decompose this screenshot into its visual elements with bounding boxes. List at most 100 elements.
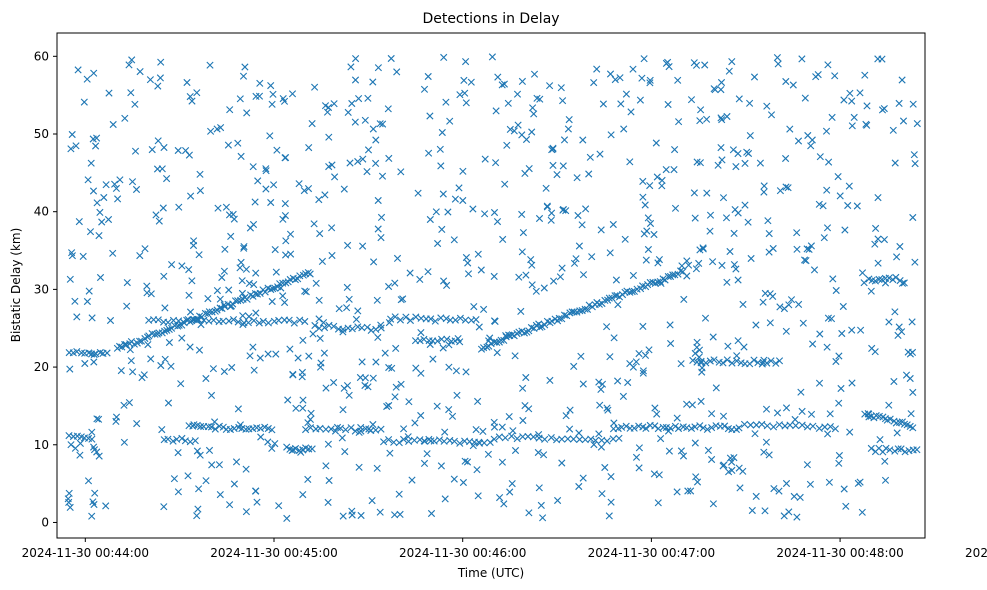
detection-point bbox=[642, 256, 650, 264]
detection-point bbox=[90, 500, 98, 509]
detection-point bbox=[242, 265, 250, 273]
detection-point bbox=[640, 55, 648, 63]
detection-point bbox=[832, 357, 840, 366]
detection-point bbox=[776, 303, 784, 311]
detection-point bbox=[500, 80, 508, 88]
detection-point bbox=[717, 114, 725, 122]
detection-point bbox=[102, 181, 110, 189]
detection-point bbox=[192, 316, 200, 324]
detection-point bbox=[728, 466, 736, 474]
detection-point bbox=[646, 79, 654, 87]
detection-point bbox=[626, 360, 634, 368]
detection-point bbox=[264, 350, 272, 358]
detection-point bbox=[92, 350, 100, 358]
detection-point bbox=[215, 461, 223, 469]
detection-point bbox=[846, 89, 854, 97]
detection-point bbox=[459, 196, 467, 205]
detection-point bbox=[508, 432, 516, 440]
detection-point bbox=[294, 354, 302, 362]
detection-point bbox=[775, 487, 783, 495]
detection-point bbox=[890, 377, 898, 386]
detection-point bbox=[835, 352, 843, 360]
detection-point bbox=[252, 487, 260, 495]
detection-point bbox=[871, 240, 879, 248]
detection-point bbox=[363, 323, 371, 331]
detection-point bbox=[209, 365, 217, 373]
detection-point bbox=[452, 367, 460, 375]
detection-point bbox=[913, 446, 921, 454]
detection-point bbox=[734, 337, 742, 345]
detection-point bbox=[90, 350, 98, 359]
detection-point bbox=[368, 497, 376, 505]
detection-point bbox=[558, 315, 566, 323]
detection-point bbox=[518, 248, 526, 256]
detection-point bbox=[250, 366, 258, 374]
detection-point bbox=[629, 271, 637, 280]
detection-point bbox=[899, 117, 908, 125]
detection-point bbox=[165, 338, 173, 347]
detection-point bbox=[279, 279, 287, 287]
detection-point bbox=[679, 452, 688, 460]
detection-point bbox=[834, 173, 842, 181]
detection-point bbox=[387, 54, 395, 63]
detection-point bbox=[361, 116, 369, 124]
detection-point bbox=[184, 472, 192, 480]
detection-point bbox=[420, 459, 429, 467]
detection-point bbox=[485, 337, 493, 345]
detection-point bbox=[281, 200, 289, 208]
detection-point bbox=[96, 208, 104, 216]
detection-point bbox=[433, 402, 441, 410]
detection-point bbox=[530, 70, 539, 78]
detection-point bbox=[863, 102, 871, 110]
detection-point bbox=[475, 438, 483, 446]
detection-point bbox=[824, 314, 832, 322]
detection-point bbox=[216, 295, 224, 303]
detection-point bbox=[250, 317, 258, 325]
detection-point bbox=[503, 141, 511, 149]
detection-point bbox=[370, 258, 378, 266]
detection-point bbox=[131, 147, 140, 155]
detection-point bbox=[279, 215, 287, 223]
detection-point bbox=[299, 336, 307, 344]
detection-point bbox=[64, 495, 72, 503]
detection-point bbox=[728, 58, 736, 66]
detection-point bbox=[475, 323, 483, 331]
detection-point bbox=[606, 70, 615, 78]
detection-point bbox=[178, 434, 186, 442]
detection-point bbox=[709, 258, 717, 266]
detection-point bbox=[881, 476, 890, 484]
detection-point bbox=[249, 163, 257, 171]
detection-point bbox=[767, 111, 776, 119]
detection-point bbox=[352, 55, 360, 63]
detection-point bbox=[479, 427, 487, 435]
detection-point bbox=[481, 210, 489, 218]
detection-point bbox=[195, 251, 203, 259]
detection-point bbox=[347, 63, 355, 71]
detection-point bbox=[717, 86, 725, 94]
detection-point bbox=[123, 302, 131, 310]
detection-point bbox=[367, 326, 375, 334]
detection-point bbox=[826, 410, 834, 418]
detection-point bbox=[630, 424, 638, 432]
detection-point bbox=[76, 439, 84, 447]
detection-point bbox=[488, 53, 496, 61]
detection-point bbox=[559, 162, 567, 170]
detection-point bbox=[240, 244, 248, 252]
detection-point bbox=[639, 369, 647, 377]
detection-point bbox=[106, 316, 115, 325]
detection-point bbox=[611, 76, 619, 84]
detection-point bbox=[93, 199, 101, 207]
detection-point bbox=[175, 317, 183, 325]
detection-point bbox=[358, 358, 366, 366]
detection-point bbox=[191, 437, 199, 445]
detection-point bbox=[708, 424, 716, 432]
detection-point bbox=[754, 359, 762, 367]
detection-point bbox=[348, 99, 356, 108]
detection-point bbox=[807, 242, 815, 250]
detection-point bbox=[693, 478, 702, 486]
detection-point bbox=[456, 91, 464, 99]
detection-point bbox=[575, 242, 583, 250]
detection-point bbox=[240, 243, 248, 251]
detection-point bbox=[268, 297, 276, 306]
detection-point bbox=[224, 141, 232, 149]
